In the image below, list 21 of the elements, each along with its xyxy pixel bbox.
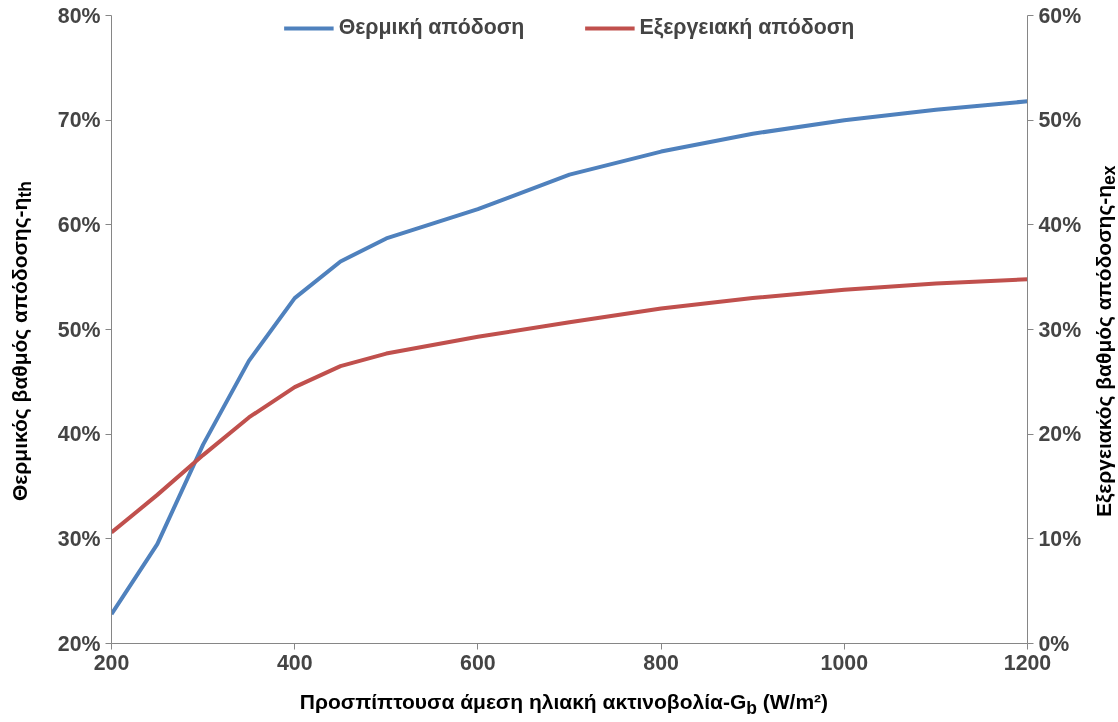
- y-tick-label: 60%: [57, 212, 101, 237]
- y-tick-label: 80%: [57, 3, 101, 28]
- x-tick-label: 1000: [820, 650, 869, 675]
- y-tick-label: 70%: [57, 108, 101, 133]
- y2-tick-label: 60%: [1038, 3, 1082, 28]
- x-tick-label: 600: [460, 650, 496, 675]
- x-axis-title: Προσπίπτουσα άμεση ηλιακή ακτινοβολία-G$_{b}$ (W/m²): [298, 689, 830, 721]
- legend-label: Εξεργειακή απόδοση: [639, 15, 855, 40]
- y2-tick-label: 50%: [1038, 108, 1082, 133]
- legend-label: Θερμική απόδοση: [338, 15, 525, 40]
- y2-tick-label: 20%: [1038, 422, 1082, 447]
- line-series: [111, 277, 1028, 535]
- y-tick-label: 40%: [57, 422, 101, 447]
- y-tick-label: 50%: [57, 317, 101, 342]
- y2-tick-label: 30%: [1038, 317, 1082, 342]
- y2-tick-label: 10%: [1038, 526, 1082, 551]
- y2-tick-label: 40%: [1038, 212, 1082, 237]
- x-tick-label: 400: [276, 650, 313, 675]
- x-tick-label: 800: [643, 650, 679, 675]
- line-series: [111, 99, 1028, 617]
- y-tick-label: 30%: [57, 526, 101, 551]
